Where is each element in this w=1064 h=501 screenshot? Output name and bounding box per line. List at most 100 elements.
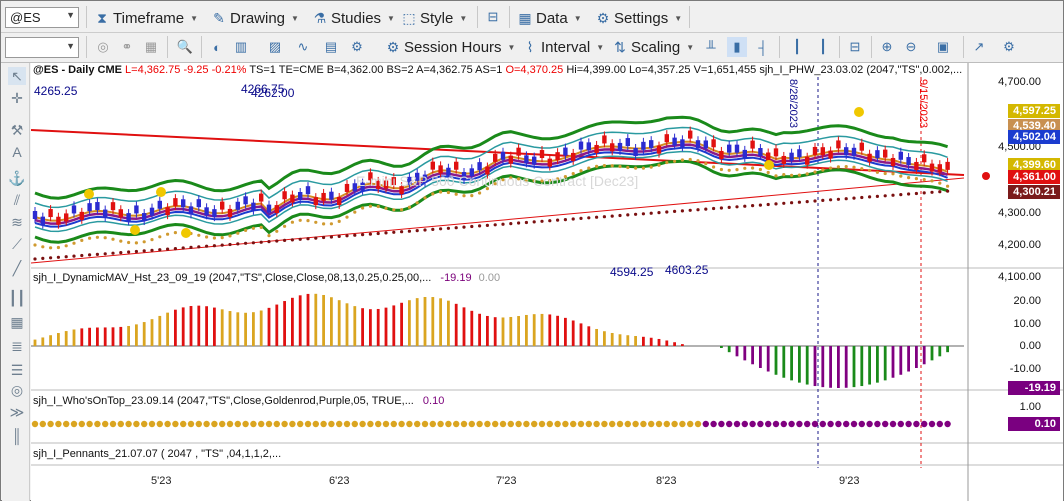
indicator-icon[interactable]: ∿ [297, 39, 309, 54]
dotted-average [883, 171, 887, 176]
menu-drawing[interactable]: ✎ Drawing ▼ [211, 7, 299, 29]
net-change: -9.25 [183, 64, 209, 76]
ohlc-style-icon[interactable]: ┤ [758, 39, 768, 55]
whosontop-dot [437, 420, 444, 428]
date-marker-label: 9/15/2023 [917, 79, 929, 128]
dotted-trend [712, 206, 716, 211]
gann-tool-icon[interactable]: ⟋ [12, 235, 22, 252]
dotted-average [805, 172, 809, 176]
session-hours-button[interactable]: ⚙ Session Hours ▼ [385, 36, 516, 58]
menu-timeframe[interactable]: ⧗ Timeframe ▼ [94, 7, 198, 29]
dotted-trend [813, 199, 817, 203]
lines-tool-icon[interactable]: ≣ [11, 337, 23, 354]
toolbar-divider [86, 6, 87, 28]
histogram-bar [642, 336, 645, 346]
whosontop-dot [640, 420, 647, 428]
whosontop-dot [47, 420, 54, 428]
zoom-in-icon[interactable]: ⊕ [881, 39, 893, 54]
channel-tool-icon[interactable]: ⫽ [13, 191, 21, 208]
menu-studies[interactable]: ⚗ Studies ▼ [312, 7, 395, 29]
bars-tool-icon[interactable]: ┃┃ [8, 289, 26, 306]
wrench-tool-icon[interactable]: ⚒ [10, 121, 24, 138]
interval-button[interactable]: ⌇ Interval ▼ [522, 36, 605, 58]
chevron-down-icon: ▼ [190, 13, 199, 23]
link-icon[interactable]: ⚭ [121, 39, 133, 54]
dotted-trend [548, 219, 552, 223]
properties-icon[interactable]: ⚙ [351, 39, 363, 54]
pointer-tool-icon[interactable]: ↖ [8, 67, 26, 85]
hlines-tool-icon[interactable]: ☰ [10, 361, 24, 378]
chart-area[interactable]: @ES - Daily CME L=4,362.75 -9.25 -0.21% … [31, 63, 1063, 501]
vlines-tool-icon[interactable]: ║ [12, 428, 22, 444]
chevron-down-icon[interactable]: ▼ [66, 41, 75, 51]
chevron-down-icon: ▼ [674, 13, 683, 23]
menu-settings[interactable]: ⚙ Settings ▼ [595, 7, 682, 29]
histogram-bar [735, 346, 739, 357]
trendline-tool-icon[interactable]: ╱ [12, 259, 22, 276]
image-icon[interactable]: ▨ [268, 39, 282, 54]
cycle-tool-icon[interactable]: ◎ [10, 381, 24, 398]
candle-style-icon[interactable]: ▮ [727, 37, 747, 57]
chart-analysis-icon[interactable]: ◐ [213, 39, 221, 55]
histogram-bar [790, 346, 793, 381]
grid-tool-icon[interactable]: ▦ [10, 313, 24, 330]
menu-style[interactable]: ⬚ Style ▼ [401, 7, 467, 29]
dotted-average [852, 165, 856, 169]
bar-chart-icon[interactable]: ▥ [234, 39, 248, 54]
histogram-bar [228, 311, 232, 346]
crosshair-tool-icon[interactable]: ✛ [11, 89, 23, 106]
zoom-out-icon[interactable]: ⊖ [905, 39, 917, 54]
crosshair-icon[interactable]: ◎ [97, 39, 109, 54]
histogram-bar [150, 319, 154, 346]
dotted-trend [946, 189, 950, 193]
candle-bars-icon[interactable]: ┃ [819, 39, 827, 54]
price-panel-header: @ES - Daily CME L=4,362.75 -9.25 -0.21% … [33, 64, 962, 76]
dotted-average [80, 238, 84, 242]
dotted-trend [673, 209, 677, 213]
grid-icon[interactable]: ▦ [144, 39, 158, 54]
table-icon[interactable]: ▤ [324, 39, 338, 54]
data-grid-icon: ▦ [518, 9, 532, 26]
camera-icon[interactable]: ▣ [936, 39, 950, 54]
text-tool-icon[interactable]: A [12, 144, 22, 160]
histogram-bar [283, 301, 286, 346]
bar-style-icon[interactable]: ╨ [706, 39, 716, 55]
dotted-average [345, 215, 349, 219]
zoom-data-icon[interactable]: 🔍 [176, 39, 194, 54]
dotted-average [283, 224, 287, 228]
dotted-average [602, 164, 607, 168]
dotted-average [361, 206, 365, 210]
dotted-average [868, 168, 872, 173]
candle-body [485, 166, 490, 175]
candle-body [586, 142, 591, 151]
dotted-trend [618, 213, 622, 218]
window-link-icon[interactable]: ⊟ [487, 9, 499, 24]
signal-marker [130, 225, 140, 235]
whosontop-dot [39, 420, 46, 428]
whosontop-dot [624, 420, 631, 428]
menu-data[interactable]: ▦ Data ▼ [517, 7, 581, 29]
dotted-average [407, 205, 411, 209]
fib-tool-icon[interactable]: ≋ [11, 213, 23, 230]
candle-body [360, 182, 365, 191]
whosontop-dot [515, 420, 522, 428]
whosontop-dot [382, 420, 390, 428]
histogram-bar [930, 346, 934, 361]
dotted-average [719, 167, 724, 172]
histogram-bar [158, 315, 162, 346]
volume-bars-icon[interactable]: ┃ [793, 39, 801, 54]
speed-tool-icon[interactable]: ≫ [9, 403, 25, 420]
histogram-bar [49, 335, 52, 346]
chevron-down-icon: ▼ [596, 42, 605, 52]
trend-chart-icon[interactable]: ↗ [973, 39, 985, 54]
histogram-bar [876, 346, 879, 383]
settings-icon[interactable]: ⚙ [1003, 39, 1015, 54]
candle-body [890, 157, 896, 166]
chevron-down-icon[interactable]: ▼ [66, 10, 75, 20]
window-link-icon[interactable]: ⊟ [849, 39, 861, 54]
workspace-combobox[interactable]: ▼ [5, 37, 79, 58]
candle-body [773, 148, 779, 157]
symbol-combobox[interactable]: @ES ▼ [5, 7, 79, 28]
anchor-tool-icon[interactable]: ⚓ [8, 169, 26, 186]
scaling-button[interactable]: ⇅ Scaling ▼ [612, 36, 694, 58]
